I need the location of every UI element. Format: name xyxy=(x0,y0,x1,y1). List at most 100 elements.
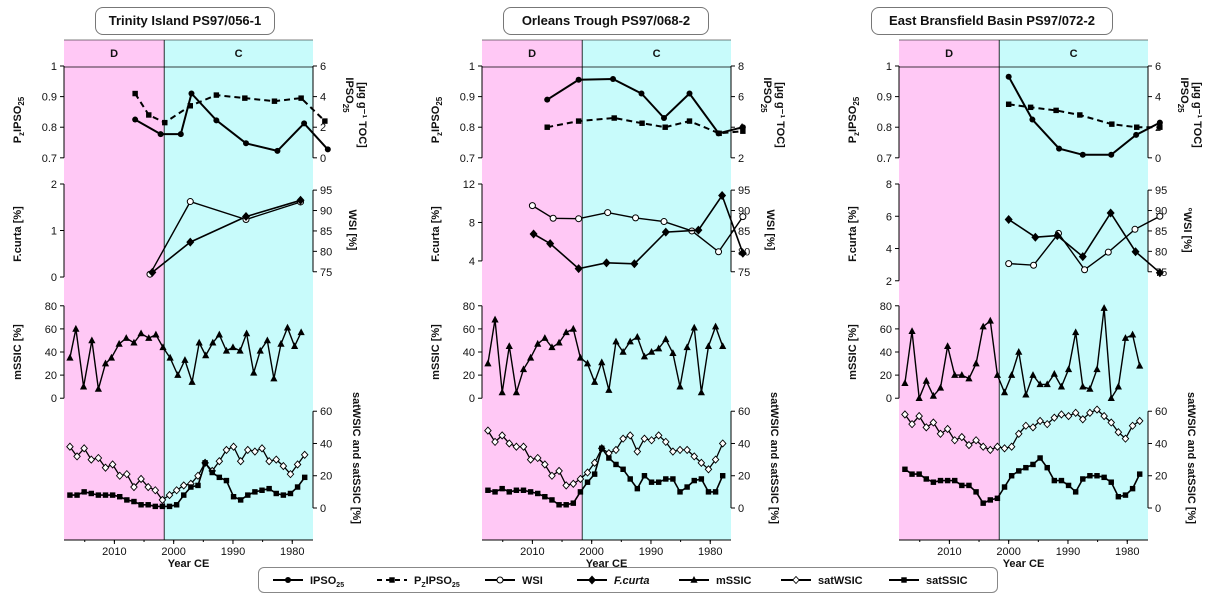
wsi-right-tick-label: 80 xyxy=(320,246,332,258)
satssic-point-18 xyxy=(1030,461,1036,468)
pzipso-left-tick-label: 0.8 xyxy=(877,122,892,134)
mssic-left-tick-label: 80 xyxy=(880,301,892,313)
ipso-right-tick-label: 4 xyxy=(1155,92,1161,104)
legend-item-wsi: WSI xyxy=(485,575,543,587)
mssic-point-23 xyxy=(1064,365,1073,373)
mssic-axis-label: mSSIC [%] xyxy=(430,324,442,380)
mssic-point-7 xyxy=(951,371,959,378)
ipso-right-tick-label: 6 xyxy=(320,61,326,73)
mssic-point-7 xyxy=(115,339,123,347)
mssic-point-4 xyxy=(929,391,937,399)
mssic-left-tick-label: 80 xyxy=(463,301,475,313)
mssic-point-9 xyxy=(130,338,138,346)
legend: IPSO25 PZIPSO25 WSI F.curta mSSIC satWSIC satS… xyxy=(258,567,998,593)
ipso25-point-5 xyxy=(243,140,250,147)
mssic-point-24 xyxy=(236,346,244,354)
legend-label: satWSIC xyxy=(818,575,863,587)
ipso-right-tick-label: 0 xyxy=(320,153,326,165)
satwsic-point-20 xyxy=(626,431,635,440)
wsi-right-tick-label: 95 xyxy=(1155,185,1167,197)
mssic-left-tick-label: 0 xyxy=(886,393,892,405)
sat-right-tick-label: 40 xyxy=(320,438,332,450)
satssic-point-31 xyxy=(705,489,712,495)
wsi-point-1 xyxy=(549,214,557,222)
satwsic-point-29 xyxy=(272,455,281,464)
sat-axis-label: satWSIC and satSSIC [%] xyxy=(768,392,780,524)
satssic-point-33 xyxy=(301,474,308,481)
wsi-point-1 xyxy=(1030,261,1038,269)
satssic-point-16 xyxy=(181,492,187,498)
sat-right-tick-label: 0 xyxy=(1155,503,1161,515)
mssic-left-tick-label: 20 xyxy=(463,370,475,382)
wsi-point-4 xyxy=(632,214,640,222)
satwsic-point-26 xyxy=(251,447,259,456)
mssic-point-3 xyxy=(505,342,513,350)
pzipso-left-tick-label: 1 xyxy=(51,61,57,73)
satssic-point-16 xyxy=(1016,468,1022,474)
pzipso-left-tick-label: 0.9 xyxy=(42,92,57,104)
satwsic-point-10 xyxy=(555,466,563,476)
satssic-point-5 xyxy=(520,487,527,493)
legend-label: WSI xyxy=(522,575,543,587)
satwsic-point-28 xyxy=(683,445,691,455)
legend-swatch-marker xyxy=(690,576,698,583)
mssic-point-16 xyxy=(1015,348,1023,355)
mssic-point-27 xyxy=(1093,365,1101,373)
mssic-point-18 xyxy=(612,337,620,345)
mssic-point-29 xyxy=(1107,394,1115,402)
satwsic-point-12 xyxy=(986,445,995,455)
pzipso-left-tick-label: 1 xyxy=(886,61,892,73)
satwsic-point-7 xyxy=(115,471,124,480)
satwsic-point-1 xyxy=(491,437,499,447)
mssic-point-29 xyxy=(270,374,278,382)
ipso25-point-6 xyxy=(274,147,281,154)
satwsic-point-25 xyxy=(1078,415,1087,424)
mssic-point-23 xyxy=(647,348,656,355)
mssic-point-5 xyxy=(519,365,528,373)
legend-label: IPSO25 xyxy=(310,575,344,589)
mssic-left-tick-label: 0 xyxy=(51,393,57,405)
satssic-point-19 xyxy=(202,460,208,466)
mssic-line xyxy=(69,325,302,390)
wsi-point-4 xyxy=(1104,248,1112,256)
mssic-left-tick-label: 60 xyxy=(463,324,475,336)
pzipso25-point-7 xyxy=(740,128,746,134)
satwsic-point-22 xyxy=(640,434,649,443)
x-tick-label: 2000 xyxy=(161,546,185,558)
satwsic-point-3 xyxy=(87,455,96,464)
satwsic-point-16 xyxy=(179,481,188,490)
fcurta-point-4 xyxy=(630,259,639,269)
satssic-point-5 xyxy=(102,492,109,498)
legend-label: PZIPSO25 xyxy=(414,575,460,589)
mssic-point-19 xyxy=(202,351,210,359)
ipso-right-tick-label: 2 xyxy=(738,153,744,165)
mssic-point-21 xyxy=(1050,369,1058,377)
fcurta-axis-label: F.curta [%] xyxy=(847,206,859,262)
mssic-point-13 xyxy=(159,343,167,351)
satwsic-point-24 xyxy=(236,457,245,466)
satssic-point-21 xyxy=(634,485,641,492)
satssic-point-33 xyxy=(1136,471,1143,477)
legend-swatch-marker xyxy=(496,576,504,584)
pzipso-left-tick-label: 0.8 xyxy=(42,122,57,134)
x-tick-label: 2000 xyxy=(579,546,603,558)
satssic-point-0 xyxy=(485,487,491,493)
mssic-point-15 xyxy=(1008,371,1016,378)
sat-right-tick-label: 0 xyxy=(738,503,744,515)
ipso25-point-0 xyxy=(544,96,551,103)
mssic-left-tick-label: 40 xyxy=(45,347,57,359)
satwsic-point-31 xyxy=(286,469,295,479)
mssic-line xyxy=(904,308,1141,401)
mssic-point-23 xyxy=(229,343,237,351)
pzipso-left-tick-label: 0.8 xyxy=(460,122,475,134)
satwsic-point-32 xyxy=(711,455,720,464)
sat-right-tick-label: 40 xyxy=(738,438,750,450)
wsi-right-tick-label: 80 xyxy=(1155,246,1167,258)
mssic-point-25 xyxy=(662,335,670,343)
pzipso25-point-6 xyxy=(271,98,278,104)
mssic-point-17 xyxy=(1022,390,1030,398)
satwsic-point-11 xyxy=(979,442,987,451)
mssic-point-18 xyxy=(195,338,203,346)
